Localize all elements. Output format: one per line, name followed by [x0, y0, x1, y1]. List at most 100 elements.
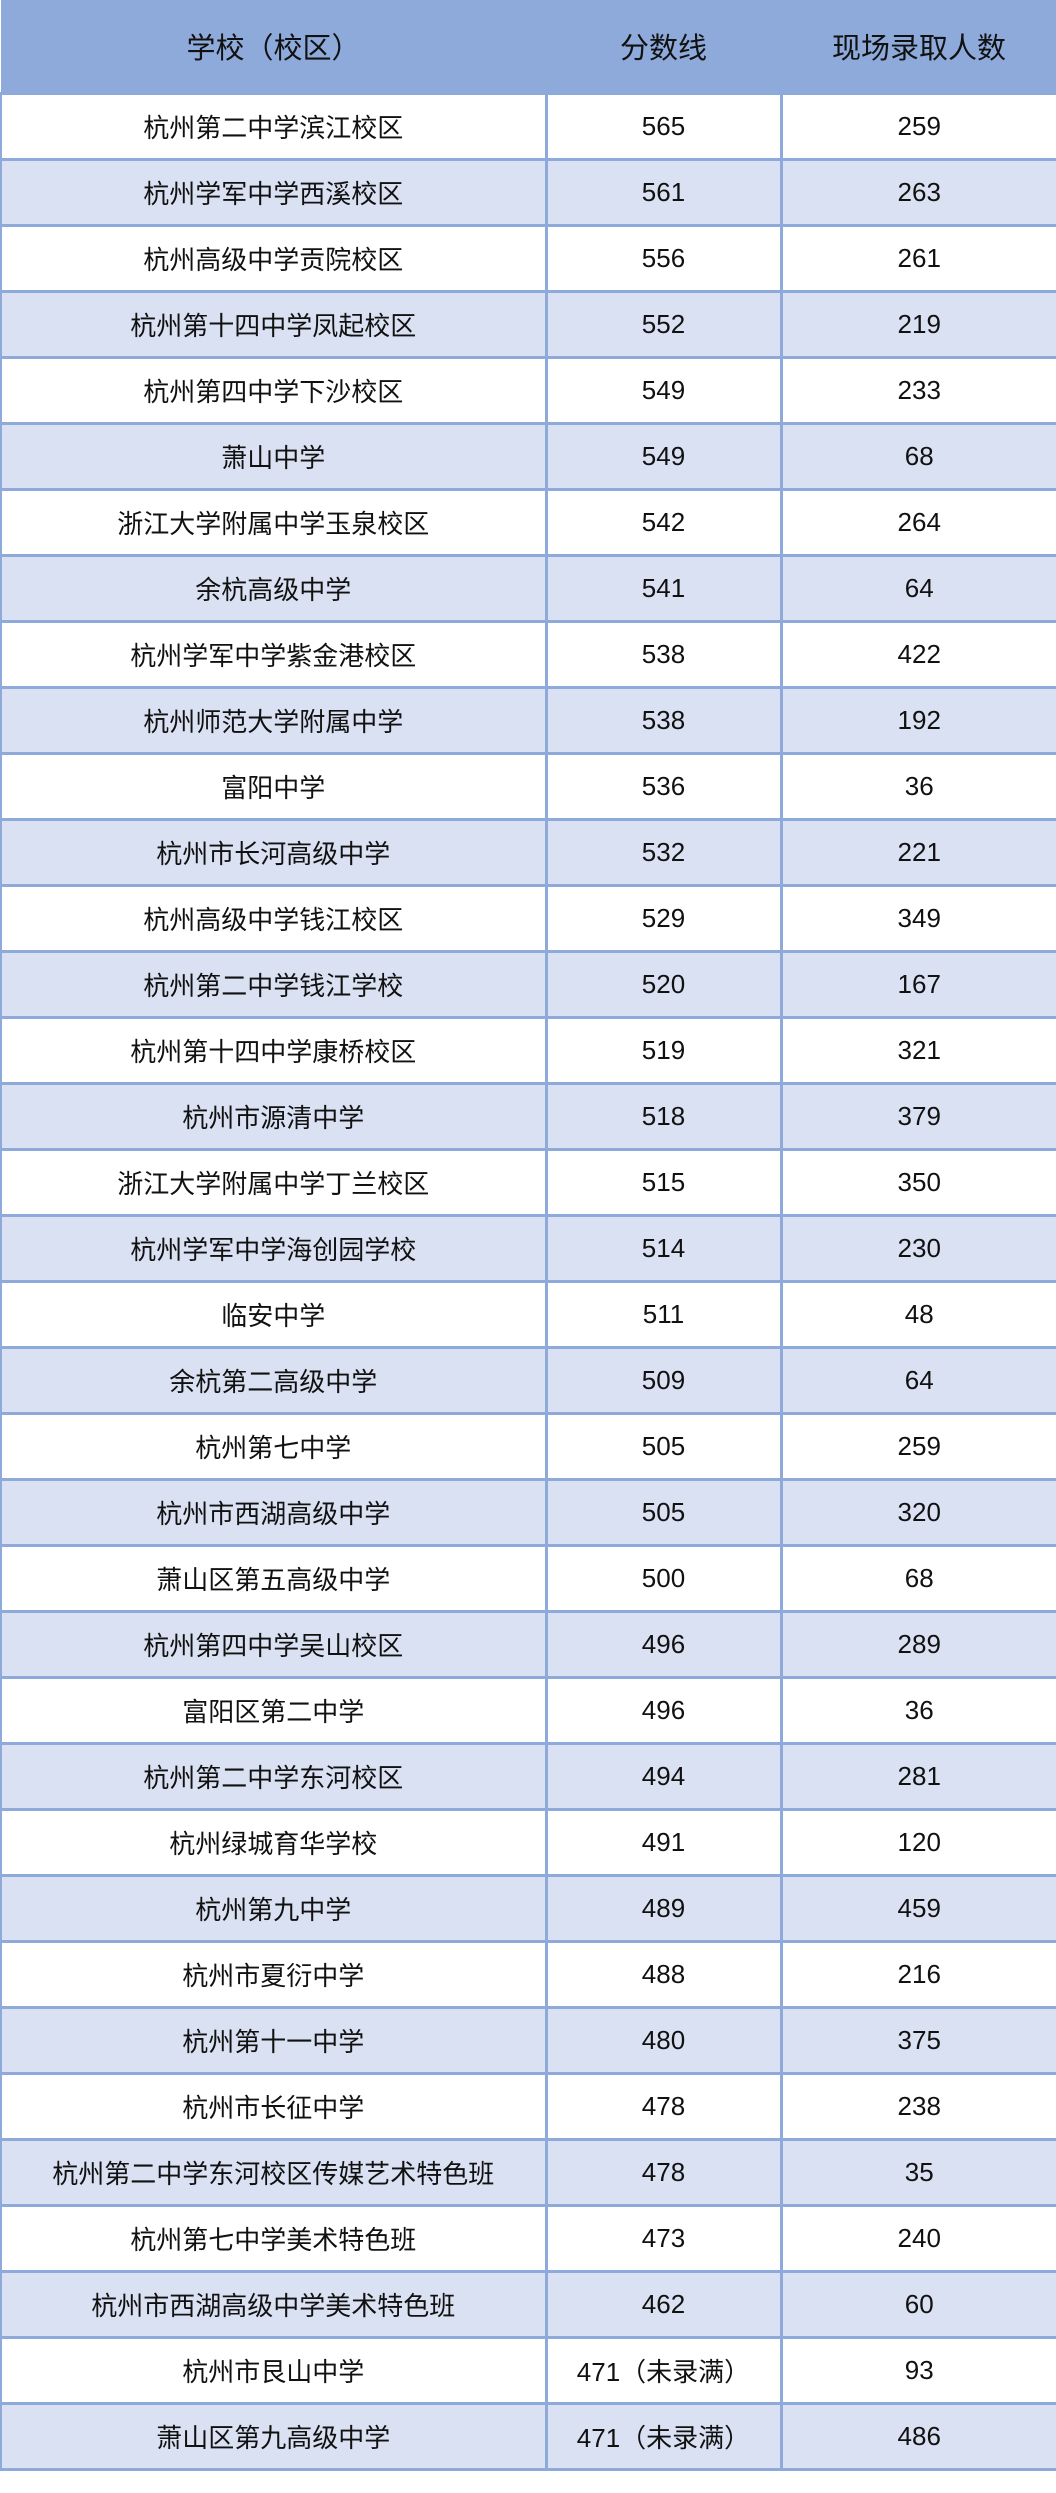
score-cell: 494	[544, 1742, 783, 1811]
score-cell: 500	[544, 1544, 783, 1613]
school-cell: 富阳区第二中学	[0, 1676, 548, 1745]
score-cell: 471（未录满）	[544, 2336, 783, 2405]
table-row: 杭州第九中学 489 459	[0, 1874, 1056, 1943]
score-cell: 496	[544, 1610, 783, 1679]
admitted-cell: 36	[779, 752, 1056, 821]
admitted-cell: 68	[779, 422, 1056, 491]
header-row: 学校（校区） 分数线 现场录取人数	[1, 0, 1056, 94]
school-cell: 萧山中学	[0, 422, 548, 491]
table-row: 富阳区第二中学 496 36	[0, 1676, 1056, 1745]
school-cell: 杭州市夏衍中学	[0, 1940, 548, 2009]
score-cell: 549	[544, 356, 783, 425]
table-row: 萧山区第五高级中学 500 68	[0, 1544, 1056, 1613]
table-row: 萧山中学 549 68	[0, 422, 1056, 491]
table-row: 临安中学 511 48	[0, 1280, 1056, 1349]
admitted-cell: 240	[779, 2204, 1056, 2273]
table-row: 余杭高级中学 541 64	[0, 554, 1056, 623]
school-cell: 杭州市源清中学	[0, 1082, 548, 1151]
school-cell: 富阳中学	[0, 752, 548, 821]
admitted-cell: 422	[779, 620, 1056, 689]
school-cell: 临安中学	[0, 1280, 548, 1349]
table-row: 杭州第十四中学康桥校区 519 321	[0, 1016, 1056, 1085]
admitted-cell: 233	[779, 356, 1056, 425]
table-row: 杭州第四中学吴山校区 496 289	[0, 1610, 1056, 1679]
admitted-cell: 216	[779, 1940, 1056, 2009]
school-cell: 杭州高级中学钱江校区	[0, 884, 548, 953]
score-cell: 514	[544, 1214, 783, 1283]
table-row: 杭州第七中学美术特色班 473 240	[0, 2204, 1056, 2273]
table-row: 杭州第二中学滨江校区 565 259	[0, 92, 1056, 161]
table-row: 杭州第十一中学 480 375	[0, 2006, 1056, 2075]
school-cell: 杭州第十四中学凤起校区	[0, 290, 548, 359]
school-cell: 杭州第二中学东河校区	[0, 1742, 548, 1811]
school-cell: 萧山区第九高级中学	[0, 2402, 548, 2471]
school-cell: 杭州师范大学附属中学	[0, 686, 548, 755]
table-row: 杭州师范大学附属中学 538 192	[0, 686, 1056, 755]
admitted-cell: 289	[779, 1610, 1056, 1679]
school-cell: 杭州第七中学	[0, 1412, 548, 1481]
admitted-cell: 263	[779, 158, 1056, 227]
score-cell: 480	[544, 2006, 783, 2075]
school-cell: 浙江大学附属中学丁兰校区	[0, 1148, 548, 1217]
admitted-cell: 36	[779, 1676, 1056, 1745]
school-cell: 杭州学军中学西溪校区	[0, 158, 548, 227]
score-cell: 552	[544, 290, 783, 359]
score-cell: 505	[544, 1412, 783, 1481]
admitted-cell: 35	[779, 2138, 1056, 2207]
admitted-cell: 349	[779, 884, 1056, 953]
score-cell: 541	[544, 554, 783, 623]
score-cell: 529	[544, 884, 783, 953]
admitted-cell: 486	[779, 2402, 1056, 2471]
admitted-cell: 281	[779, 1742, 1056, 1811]
score-cell: 532	[544, 818, 783, 887]
table-row: 杭州绿城育华学校 491 120	[0, 1808, 1056, 1877]
school-cell: 杭州第九中学	[0, 1874, 548, 1943]
table-row: 浙江大学附属中学丁兰校区 515 350	[0, 1148, 1056, 1217]
score-cell: 491	[544, 1808, 783, 1877]
school-cell: 杭州第七中学美术特色班	[0, 2204, 548, 2273]
admitted-cell: 350	[779, 1148, 1056, 1217]
admitted-cell: 60	[779, 2270, 1056, 2339]
table-row: 余杭第二高级中学 509 64	[0, 1346, 1056, 1415]
school-cell: 杭州学军中学海创园学校	[0, 1214, 548, 1283]
admitted-cell: 259	[779, 1412, 1056, 1481]
header-admitted: 现场录取人数	[781, 0, 1056, 94]
score-cell: 549	[544, 422, 783, 491]
admitted-cell: 93	[779, 2336, 1056, 2405]
admitted-cell: 321	[779, 1016, 1056, 1085]
admitted-cell: 238	[779, 2072, 1056, 2141]
score-cell: 505	[544, 1478, 783, 1547]
table-row: 杭州高级中学贡院校区 556 261	[0, 224, 1056, 293]
table-row: 杭州第二中学东河校区 494 281	[0, 1742, 1056, 1811]
table-row: 萧山区第九高级中学 471（未录满） 486	[0, 2402, 1056, 2471]
score-cell: 518	[544, 1082, 783, 1151]
admitted-cell: 230	[779, 1214, 1056, 1283]
school-cell: 杭州市艮山中学	[0, 2336, 548, 2405]
score-cell: 519	[544, 1016, 783, 1085]
school-cell: 杭州第十四中学康桥校区	[0, 1016, 548, 1085]
school-cell: 杭州市长河高级中学	[0, 818, 548, 887]
admitted-cell: 259	[779, 92, 1056, 161]
table-row: 杭州第二中学钱江学校 520 167	[0, 950, 1056, 1019]
admitted-cell: 459	[779, 1874, 1056, 1943]
score-cell: 509	[544, 1346, 783, 1415]
school-cell: 杭州市长征中学	[0, 2072, 548, 2141]
score-cell: 515	[544, 1148, 783, 1217]
table-row: 杭州市长征中学 478 238	[0, 2072, 1056, 2141]
score-cell: 556	[544, 224, 783, 293]
admitted-cell: 379	[779, 1082, 1056, 1151]
score-cell: 561	[544, 158, 783, 227]
school-cell: 杭州第十一中学	[0, 2006, 548, 2075]
table-row: 杭州第四中学下沙校区 549 233	[0, 356, 1056, 425]
school-cell: 杭州学军中学紫金港校区	[0, 620, 548, 689]
score-cell: 536	[544, 752, 783, 821]
score-cell: 538	[544, 620, 783, 689]
table-row: 杭州第七中学 505 259	[0, 1412, 1056, 1481]
table-row: 杭州学军中学西溪校区 561 263	[0, 158, 1056, 227]
score-cell: 478	[544, 2072, 783, 2141]
score-cell: 478	[544, 2138, 783, 2207]
score-cell: 511	[544, 1280, 783, 1349]
table-row: 杭州市西湖高级中学美术特色班 462 60	[0, 2270, 1056, 2339]
table-row: 杭州市长河高级中学 532 221	[0, 818, 1056, 887]
